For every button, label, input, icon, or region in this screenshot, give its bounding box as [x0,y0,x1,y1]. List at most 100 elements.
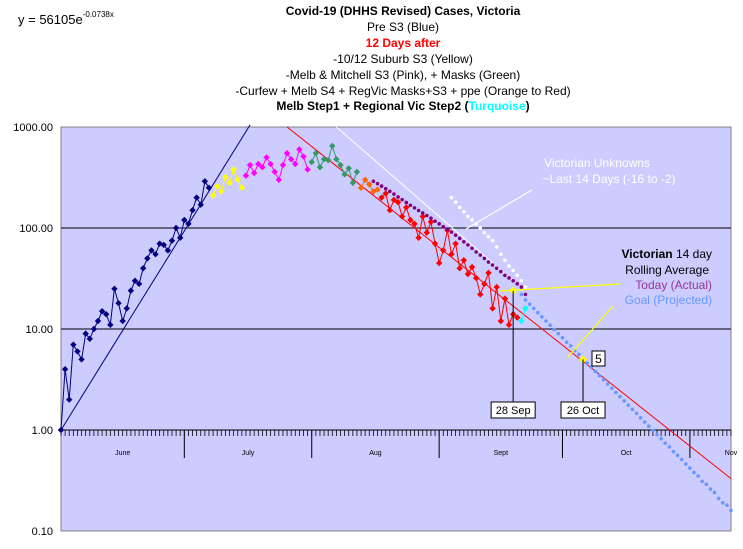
data-point [324,156,332,164]
data-point [312,150,320,157]
data-point [181,216,188,224]
data-point [462,240,466,244]
data-point [688,466,692,470]
data-point [70,341,77,348]
data-point [441,224,446,229]
data-point [201,178,209,185]
data-point [482,230,487,235]
y-axis-tick-labels: 1000.00 100.00 10.00 1.00 0.10 [13,122,53,538]
series-group [371,179,528,297]
data-point [144,255,151,262]
data-point [94,317,102,325]
data-point [152,251,159,258]
data-point [593,369,598,374]
data-point [349,179,357,187]
y-tick-label: 100.00 [19,223,53,235]
trendline [336,126,514,282]
data-point [585,361,589,365]
chart-title-last-line: Melb Step1 + Regional Vic Step2 (Turquoi… [276,99,529,113]
month-label: Aug [369,450,382,457]
data-point [111,285,118,293]
data-point [503,258,507,262]
data-point [279,161,287,169]
data-point [378,194,385,201]
data-point [523,298,528,302]
data-point [683,462,688,466]
chart-title-line: 12 Days after [366,36,441,50]
data-point [379,184,384,188]
data-point [497,317,505,325]
data-point [440,247,447,254]
data-point [716,496,721,501]
data-point [433,219,437,223]
unknowns-pointer-line [465,189,533,230]
date-marker-box [560,401,606,419]
data-point [696,474,700,478]
data-point [704,482,709,487]
data-point [345,165,352,172]
data-point [679,457,684,462]
goal-value-box [591,350,606,367]
data-point [564,340,569,345]
data-point [98,308,106,315]
data-point [659,436,663,441]
data-point [61,365,69,373]
series-group [242,146,311,184]
data-point [536,310,540,315]
data-point [287,155,295,163]
data-point [481,280,488,288]
data-point [692,470,696,475]
chart-title-line: -10/12 Suburb S3 (Yellow) [333,52,473,66]
data-point [382,190,389,197]
month-label: Nov [725,450,738,457]
data-point [371,179,376,184]
data-point [523,292,528,297]
y-tick-label: 1000.00 [13,122,53,134]
data-point [341,171,348,178]
data-point [493,283,500,291]
data-point [403,204,410,211]
data-point [420,211,425,215]
series-group [57,178,213,434]
data-point [140,264,147,272]
data-point [127,287,135,294]
data-point [415,234,422,241]
data-point [449,195,454,200]
data-point [460,256,468,264]
data-point [267,160,274,168]
data-point [82,330,89,337]
data-point [522,305,529,312]
data-point [490,238,495,243]
series-group [518,305,529,325]
data-point [518,317,525,325]
data-point [515,282,520,286]
data-point [398,213,406,220]
data-point [519,285,524,289]
data-point [435,259,443,267]
series-line [381,192,518,327]
data-point [505,321,513,329]
data-point [548,323,552,328]
data-point [425,213,429,218]
data-point [423,229,431,236]
data-point [185,220,192,228]
legend-goal-projected: Goal (Projected) [625,293,712,307]
series-group [357,176,381,195]
data-point [353,168,361,176]
data-point [490,263,495,267]
data-point [412,206,417,210]
data-point [531,306,536,311]
data-point [168,237,176,244]
data-point [86,335,93,342]
data-point [366,181,373,188]
data-point [263,154,270,161]
data-point [107,321,114,329]
data-point [501,295,509,302]
data-point [605,382,610,386]
legend-today-actual: Today (Actual) [635,278,712,292]
equation-label: y = 56105e-0.0738x [18,10,114,27]
data-point [115,300,122,307]
data-point [246,161,254,169]
data-point [453,233,458,237]
data-point [725,503,729,508]
